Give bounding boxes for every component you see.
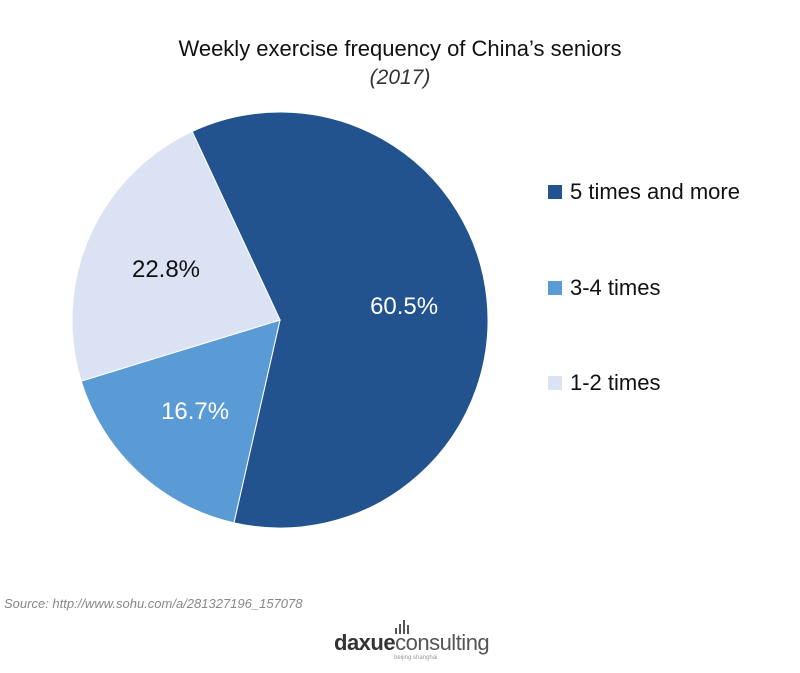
legend-swatch (548, 185, 562, 199)
pie-labels: 60.5% 16.7% 22.8% (132, 256, 438, 425)
legend-swatch (548, 281, 562, 295)
pie-slices (71, 111, 489, 529)
logo-text: daxueconsulting (334, 630, 490, 656)
source-note: Source: http://www.sohu.com/a/281327196_… (4, 596, 303, 611)
data-label-1: 16.7% (161, 398, 229, 425)
pie-slice-0 (191, 111, 489, 529)
legend-item-3-4-times: 3-4 times (548, 275, 660, 301)
chart-title: Weekly exercise frequency of China’s sen… (178, 36, 622, 61)
logo-text-consulting: consulting (395, 630, 490, 655)
legend-item-1-2-times: 1-2 times (548, 370, 660, 396)
legend-label: 1-2 times (570, 370, 661, 395)
data-label-0: 60.5% (370, 293, 438, 320)
logo-text-daxue: daxue (334, 630, 396, 655)
legend-label: 5 times and more (570, 179, 740, 204)
daxue-consulting-logo: daxueconsulting beijing shanghai (334, 616, 534, 662)
pie-slice-2 (71, 130, 281, 382)
legend-label: 3-4 times (570, 275, 661, 300)
logo-bars-icon (395, 620, 409, 634)
chart-subtitle: (2017) (369, 66, 431, 89)
legend-item-5-times: 5 times and more (548, 179, 740, 205)
legend-swatch (548, 376, 562, 390)
logo-tagline: beijing shanghai (394, 655, 438, 661)
pie-slice-1 (80, 319, 281, 524)
data-label-2: 22.8% (132, 256, 200, 283)
